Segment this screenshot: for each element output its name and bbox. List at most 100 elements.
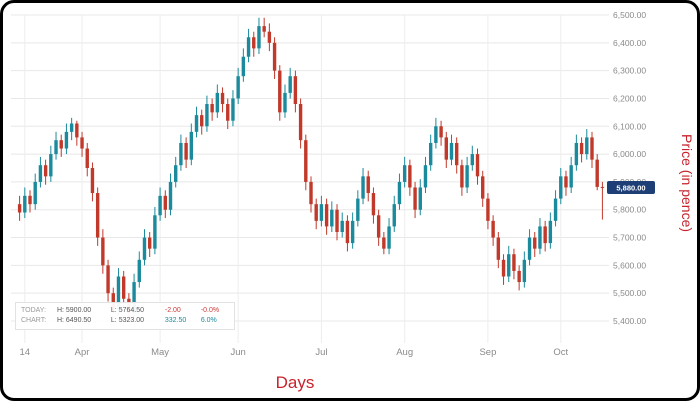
candle-body [116,276,121,310]
candle-body [569,165,573,188]
legend-today-low: L: 5764.50 [110,307,144,314]
candle-body [283,92,287,113]
candle-body [257,26,261,49]
candle-body [147,237,152,249]
candle-body [69,123,74,132]
candle-body [278,70,282,113]
x-tick-label: Apr [75,347,90,358]
last-price-badge [607,180,655,194]
candle-body [49,154,53,177]
candle-body [517,270,521,283]
candle-body [64,131,69,149]
candle-body [382,237,386,249]
candle-body [246,37,251,57]
y-tick-label: 6,100.00 [613,121,646,131]
candle-body [564,176,568,188]
candle-body [439,126,443,138]
x-tick-label: 14 [20,347,31,358]
candle-body [330,209,334,227]
candle-body [54,140,58,155]
y-tick-label: 6,000.00 [613,149,646,159]
candle-body [220,92,225,105]
candle-body [75,123,79,138]
candle-body [236,76,240,99]
candle-body [449,142,454,160]
legend-chart-label: CHART: [21,317,47,324]
candle-body [90,168,95,194]
candle-body [548,220,553,244]
candle-body [579,142,584,155]
candle-body [95,193,100,238]
candle-body [574,142,579,166]
candle-body [595,159,599,187]
candle-body [496,237,501,260]
candle-body [189,131,194,160]
x-tick-label: Jul [315,347,327,358]
candle-body [533,237,537,249]
candle-body [345,220,350,244]
candle-body [121,276,126,299]
candle-body [486,198,490,221]
candle-body [158,195,162,216]
candle-body [418,187,422,210]
candle-body [465,165,469,188]
legend-chart-row: CHART: H: 6490.50 L: 5323.00 332.50 6.0% [21,316,229,326]
legend-chart-change-pct: 6.0% [200,317,217,324]
y-tick-label: 5,500.00 [613,288,646,298]
candle-body [200,115,204,127]
candle-body [423,165,428,188]
x-tick-label: Aug [396,347,413,358]
x-tick-label: Oct [553,347,568,358]
x-tick-label: May [151,347,169,358]
chart-legend: TODAY: H: 5900.00 L: 5764.50 -2.00 -0.0%… [15,302,235,330]
candle-body [507,254,511,277]
x-axis-title: Days [275,373,315,392]
y-tick-label: 5,400.00 [613,316,646,326]
candle-body [168,181,173,210]
y-tick-label: 5,700.00 [613,233,646,243]
candle-body [371,193,376,216]
candle-body [559,176,563,199]
legend-today-row: TODAY: H: 5900.00 L: 5764.50 -2.00 -0.0% [21,306,229,316]
candle-body [397,181,402,205]
candle-body [319,204,324,221]
candle-body [215,92,220,113]
candle-body [205,104,209,127]
y-tick-label: 5,800.00 [613,205,646,215]
candle-body [408,165,412,188]
candle-body [298,104,303,141]
candle-body [288,76,292,93]
candle-body [501,259,506,277]
candle-body [17,204,22,213]
candle-body [335,209,339,232]
candle-body [210,104,214,113]
y-tick-label: 5,600.00 [613,260,646,270]
candle-body [543,226,547,244]
candle-body [179,142,183,166]
candle-body [85,148,89,168]
candle-body [184,142,188,160]
candle-body [553,198,558,221]
candle-body [324,204,329,227]
candle-body [267,31,272,43]
candle-body [304,140,308,182]
candle-body [23,195,27,213]
candle-body [132,282,136,313]
legend-today-high: H: 5900.00 [56,307,92,314]
candle-body [491,220,495,238]
y-tick-label: 6,500.00 [613,10,646,20]
candle-body [106,265,110,294]
x-tick-label: Jun [230,347,245,358]
candle-body [366,176,370,194]
candle-body [538,226,542,249]
candle-body [527,237,532,260]
candle-body [314,204,318,221]
candle-body [241,56,246,77]
y-tick-label: 6,400.00 [613,38,646,48]
legend-chart-change: 332.50 [164,317,187,324]
x-tick-label: Sep [479,347,496,358]
candle-body [434,126,438,143]
candle-body [512,254,516,271]
last-price-label: 5,880.00 [616,183,645,192]
